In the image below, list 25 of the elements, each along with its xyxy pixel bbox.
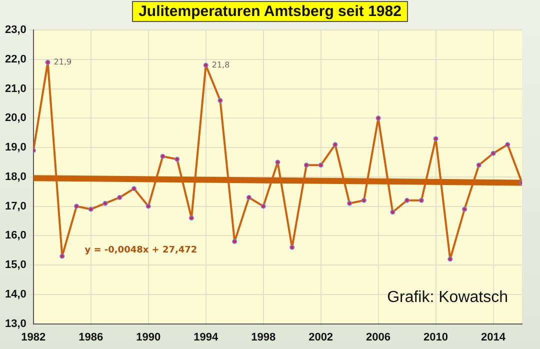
- y-tick-label: 19,0: [4, 142, 26, 154]
- data-label: 21,8: [212, 60, 230, 70]
- y-tick-label: 23,0: [4, 24, 26, 36]
- x-tick-label: 1982: [21, 331, 46, 344]
- y-tick-label: 16,0: [4, 230, 26, 242]
- chart-title: Julitemperaturen Amtsberg seit 1982: [132, 1, 408, 22]
- y-tick-label: 20,0: [4, 112, 26, 124]
- y-tick-label: 13,0: [4, 318, 26, 330]
- x-tick-label: 2002: [308, 331, 334, 344]
- x-tick-label: 2006: [366, 331, 391, 344]
- annotation: Grafik: Kowatsch: [387, 289, 508, 306]
- x-tick-label: 1998: [251, 331, 276, 344]
- y-tick-label: 18,0: [4, 170, 26, 183]
- y-tick-label: 22,0: [4, 53, 26, 66]
- y-tick-label: 14,0: [4, 288, 26, 300]
- y-tick-label: 17,0: [4, 200, 26, 212]
- x-tick-label: 1994: [194, 331, 219, 344]
- x-tick-label: 1986: [78, 331, 104, 344]
- y-tick-label: 21,0: [4, 82, 26, 95]
- x-tick-label: 2010: [424, 331, 448, 344]
- annotation: y = -0,0048x + 27,472: [84, 246, 198, 256]
- x-tick-label: 1990: [136, 331, 161, 344]
- x-tick-label: 2014: [481, 331, 506, 344]
- data-label: 21,9: [54, 57, 72, 66]
- y-tick-label: 15,0: [4, 259, 26, 272]
